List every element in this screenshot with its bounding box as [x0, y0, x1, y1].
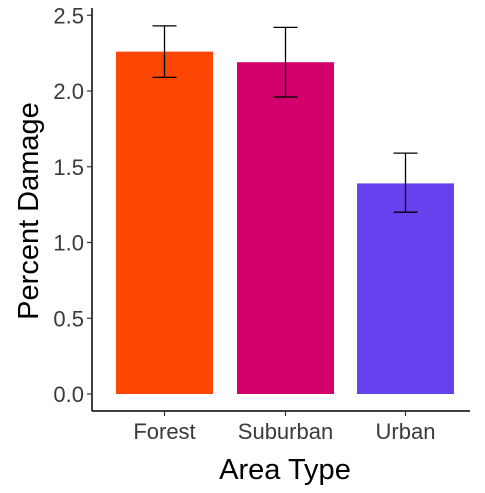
y-tick-label: 2.0 — [53, 79, 84, 104]
y-tick-label: 0.0 — [53, 382, 84, 407]
bar-forest — [116, 51, 213, 395]
x-tick-label-suburban: Suburban — [238, 419, 333, 444]
x-tick-label-urban: Urban — [376, 419, 436, 444]
y-tick-label: 0.5 — [53, 306, 84, 331]
bar-urban — [357, 183, 454, 394]
y-tick-label: 1.0 — [53, 231, 84, 256]
error-bars-layer — [152, 25, 418, 213]
x-tick-label-forest: Forest — [133, 419, 195, 444]
error-bar-suburban — [273, 26, 298, 98]
y-axis: 0.0 0.5 1.0 1.5 2.0 2.5 — [53, 3, 93, 411]
error-bar-urban — [393, 152, 418, 213]
y-tick-label: 1.5 — [53, 155, 84, 180]
y-axis-title: Percent Damage — [13, 102, 45, 320]
bars-layer — [116, 51, 454, 395]
y-tick-label: 2.5 — [53, 3, 84, 28]
x-axis: Forest Suburban Urban — [92, 410, 470, 444]
x-axis-title: Area Type — [219, 454, 351, 486]
bar-suburban — [237, 62, 334, 395]
error-bar-forest — [152, 25, 177, 79]
